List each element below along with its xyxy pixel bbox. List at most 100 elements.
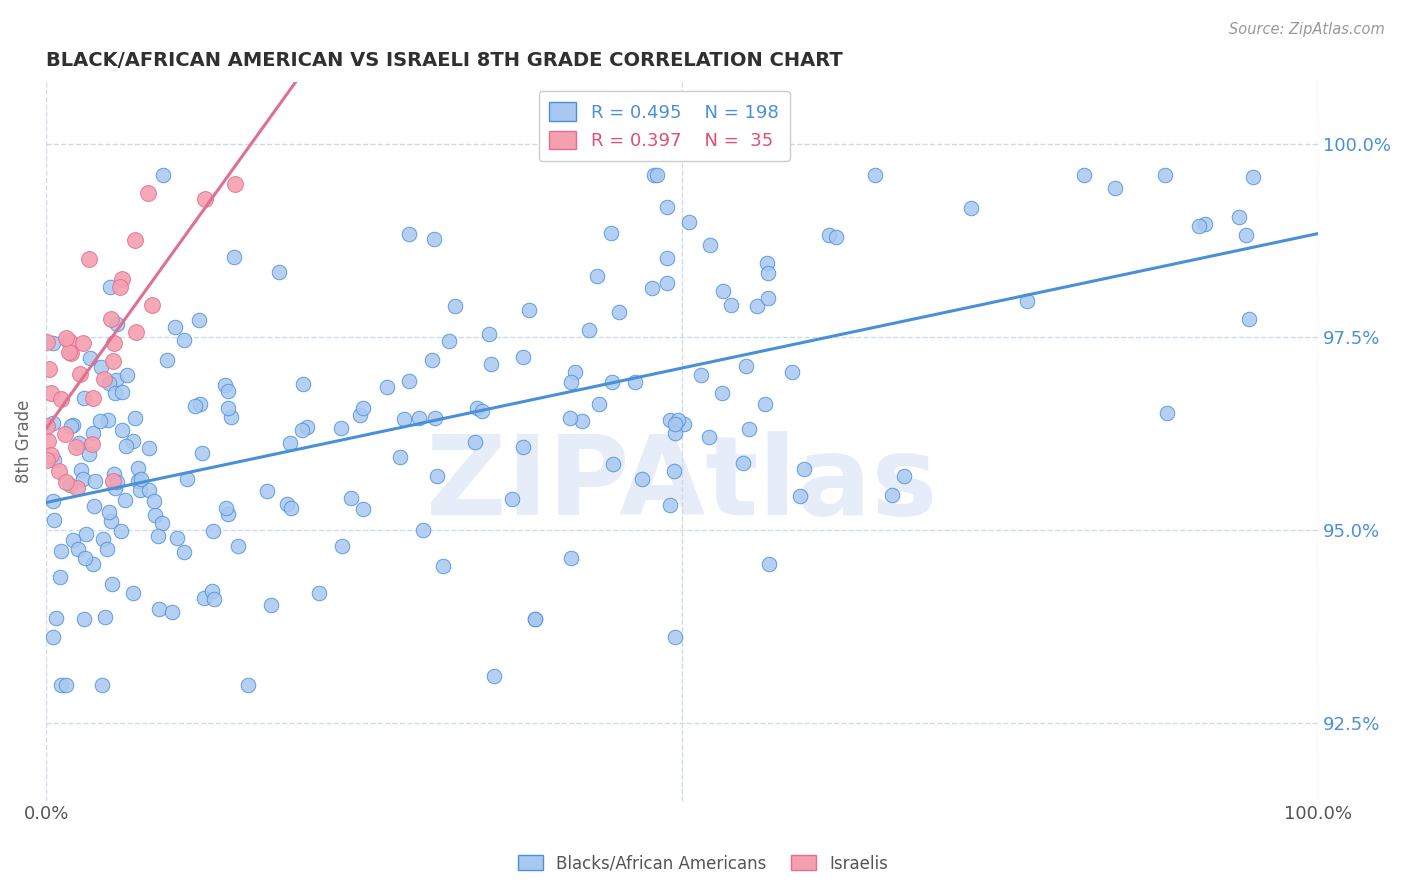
- Point: [1104, 180, 1126, 194]
- Point: [79, 351, 101, 366]
- Point: [65, 440, 87, 454]
- Point: [124, 411, 146, 425]
- Point: [658, 413, 681, 427]
- Point: [48, 464, 70, 478]
- Point: [479, 357, 502, 371]
- Point: [756, 291, 779, 305]
- Point: [600, 375, 623, 389]
- Point: [643, 168, 665, 182]
- Point: [352, 401, 374, 415]
- Point: [82, 437, 104, 451]
- Point: [588, 397, 610, 411]
- Point: [97, 376, 120, 391]
- Point: [101, 354, 124, 368]
- Point: [1194, 217, 1216, 231]
- Point: [176, 472, 198, 486]
- Point: [673, 417, 696, 431]
- Point: [437, 334, 460, 348]
- Point: [512, 440, 534, 454]
- Point: [330, 421, 353, 435]
- Point: [720, 298, 742, 312]
- Point: [165, 320, 187, 334]
- Point: [217, 384, 239, 399]
- Point: [260, 598, 283, 612]
- Point: [308, 586, 330, 600]
- Point: [72, 472, 94, 486]
- Point: [39, 448, 62, 462]
- Point: [104, 373, 127, 387]
- Point: [789, 489, 811, 503]
- Point: [641, 281, 664, 295]
- Point: [62, 533, 84, 547]
- Point: [214, 378, 236, 392]
- Point: [55, 475, 77, 489]
- Point: [55, 427, 77, 442]
- Point: [657, 252, 679, 266]
- Point: [150, 516, 173, 530]
- Point: [863, 168, 886, 182]
- Point: [62, 418, 84, 433]
- Point: [69, 463, 91, 477]
- Point: [41, 494, 63, 508]
- Point: [114, 493, 136, 508]
- Point: [655, 276, 678, 290]
- Point: [664, 630, 686, 644]
- Point: [389, 450, 412, 464]
- Point: [893, 469, 915, 483]
- Point: [38, 362, 60, 376]
- Text: ZIPAtlas: ZIPAtlas: [426, 431, 938, 538]
- Point: [711, 386, 734, 401]
- Point: [104, 386, 127, 401]
- Point: [58, 334, 80, 348]
- Point: [291, 423, 314, 437]
- Point: [465, 401, 488, 415]
- Point: [98, 280, 121, 294]
- Point: [49, 678, 72, 692]
- Point: [412, 523, 434, 537]
- Point: [166, 531, 188, 545]
- Point: [60, 346, 83, 360]
- Point: [352, 501, 374, 516]
- Point: [658, 498, 681, 512]
- Point: [100, 514, 122, 528]
- Point: [600, 226, 623, 240]
- Point: [194, 192, 217, 206]
- Point: [108, 280, 131, 294]
- Point: [82, 426, 104, 441]
- Point: [432, 558, 454, 573]
- Point: [148, 529, 170, 543]
- Point: [745, 299, 768, 313]
- Point: [115, 439, 138, 453]
- Point: [73, 612, 96, 626]
- Point: [423, 232, 446, 246]
- Point: [59, 419, 82, 434]
- Point: [678, 215, 700, 229]
- Point: [733, 456, 755, 470]
- Point: [523, 612, 546, 626]
- Point: [49, 570, 72, 584]
- Point: [664, 417, 686, 432]
- Point: [115, 368, 138, 382]
- Point: [127, 475, 149, 489]
- Point: [444, 299, 467, 313]
- Point: [471, 404, 494, 418]
- Point: [55, 678, 77, 692]
- Point: [880, 488, 903, 502]
- Point: [236, 678, 259, 692]
- Point: [51, 543, 73, 558]
- Point: [202, 591, 225, 606]
- Point: [280, 501, 302, 516]
- Point: [780, 365, 803, 379]
- Point: [173, 333, 195, 347]
- Point: [1241, 169, 1264, 184]
- Point: [1154, 168, 1177, 182]
- Point: [214, 501, 236, 516]
- Point: [524, 611, 547, 625]
- Y-axis label: 8th Grade: 8th Grade: [15, 400, 32, 483]
- Point: [330, 539, 353, 553]
- Point: [101, 576, 124, 591]
- Point: [111, 424, 134, 438]
- Point: [375, 380, 398, 394]
- Point: [668, 413, 690, 427]
- Point: [110, 524, 132, 539]
